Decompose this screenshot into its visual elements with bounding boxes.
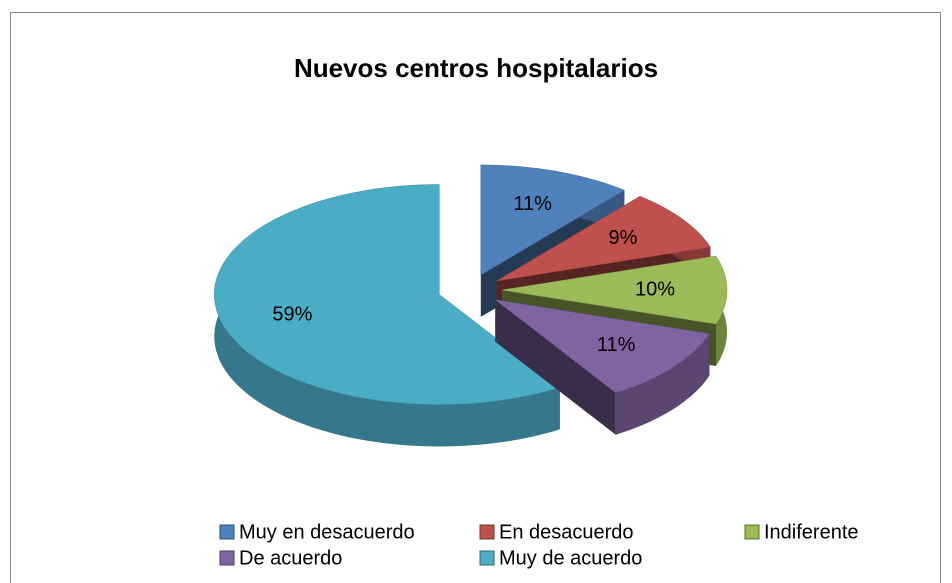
- slice-top: [214, 184, 561, 405]
- legend-swatch: [744, 524, 760, 540]
- legend-label: Indiferente: [764, 521, 859, 543]
- legend-swatch: [479, 550, 495, 566]
- data-label: 9%: [609, 227, 638, 249]
- slice-wall: [495, 299, 616, 435]
- slice-top: [496, 196, 711, 282]
- pie-slice: [214, 184, 561, 447]
- slice-top: [480, 164, 625, 276]
- data-label: 10%: [635, 278, 675, 300]
- data-label: 59%: [272, 304, 312, 326]
- legend-swatch: [479, 524, 495, 540]
- chart-title: Nuevos centros hospitalarios: [294, 53, 658, 83]
- data-label: 11%: [597, 334, 636, 356]
- legend-swatch: [219, 524, 235, 540]
- legend-label: Muy en desacuerdo: [239, 521, 415, 543]
- slice-side: [615, 333, 710, 435]
- slice-top: [495, 299, 710, 393]
- chart-frame: [10, 12, 941, 583]
- legend-label: Muy de acuerdo: [499, 547, 642, 569]
- slice-top: [501, 255, 728, 325]
- slice-side: [214, 184, 560, 447]
- legend-label: De acuerdo: [239, 547, 342, 569]
- legend-label: En desacuerdo: [499, 521, 634, 543]
- legend-swatch: [219, 550, 235, 566]
- pie-slice: [495, 299, 710, 435]
- data-label: 11%: [513, 193, 552, 215]
